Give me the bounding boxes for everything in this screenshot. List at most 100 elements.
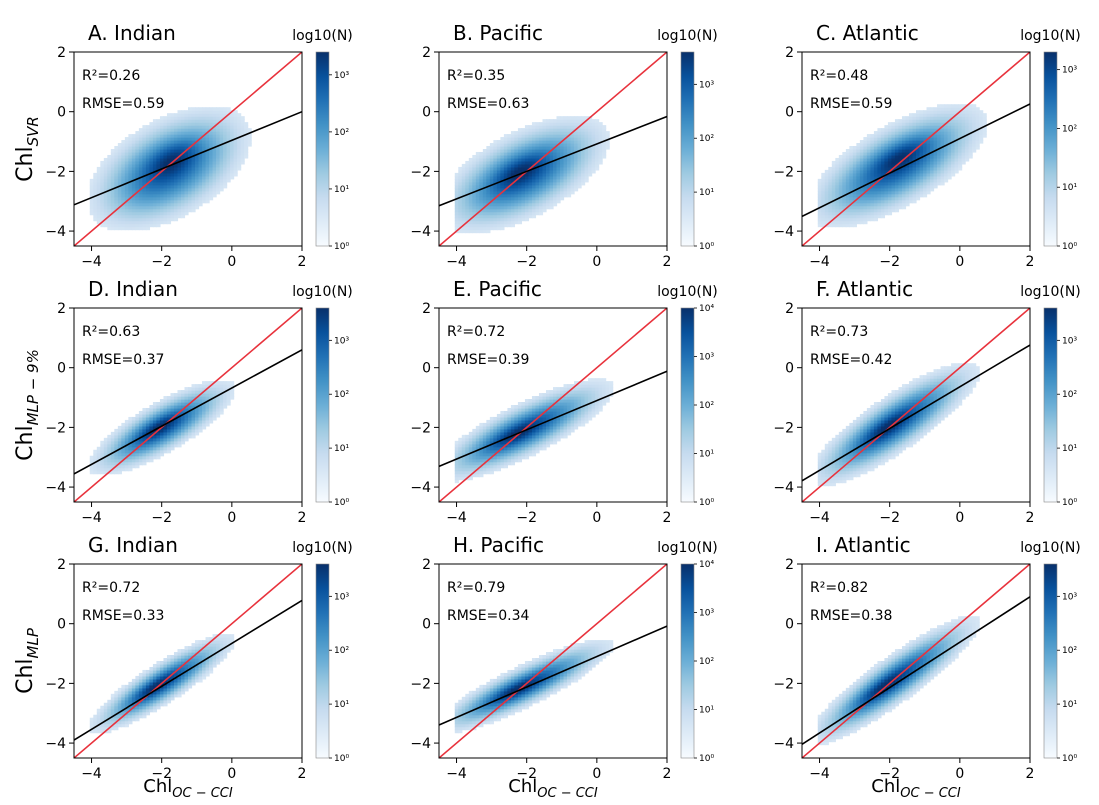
density-cell [503, 449, 508, 454]
density-cell [159, 151, 165, 156]
density-cell [891, 143, 896, 147]
density-cell [163, 407, 168, 412]
density-cell [191, 184, 196, 189]
density-cell [482, 181, 487, 186]
density-cell [152, 128, 158, 132]
density-cell [894, 205, 900, 210]
density-cell [517, 181, 523, 186]
density-cell [496, 196, 501, 201]
density-cell [824, 187, 829, 192]
density-cell [835, 187, 840, 192]
density-cell [549, 390, 554, 394]
density-cell [138, 160, 143, 165]
density-cell [163, 190, 168, 195]
density-cell [901, 149, 907, 153]
density-cell [524, 140, 530, 144]
density-cell [838, 166, 843, 171]
density-cell [517, 196, 523, 201]
density-cell [521, 413, 526, 418]
density-cell [472, 226, 477, 231]
density-cell [538, 146, 544, 150]
density-cell [110, 172, 115, 177]
density-cell [121, 425, 126, 430]
density-cell [905, 175, 910, 180]
density-cell [96, 446, 101, 451]
density-cell [845, 187, 850, 192]
density-cell [205, 413, 210, 418]
density-cell [556, 199, 561, 204]
density-cell [937, 178, 942, 183]
density-cell [114, 149, 119, 153]
density-cell [975, 140, 980, 144]
density-cell [919, 160, 924, 165]
density-cell [482, 199, 487, 204]
density-cell [570, 122, 575, 126]
density-cell [479, 196, 484, 201]
colorbar-title: log10(N) [1020, 28, 1081, 44]
density-cell [482, 434, 487, 439]
density-cell [870, 166, 875, 171]
density-cell [100, 199, 105, 204]
density-cell [128, 437, 133, 442]
density-cell [493, 202, 498, 207]
density-cell [482, 455, 487, 460]
density-cell [835, 190, 840, 195]
density-cell [503, 146, 508, 150]
density-cell [905, 193, 910, 198]
density-cell [821, 193, 826, 198]
density-cell [489, 149, 494, 153]
density-cell [493, 419, 498, 424]
density-cell [100, 205, 105, 210]
density-cell [944, 113, 949, 117]
density-cell [166, 160, 172, 165]
density-cell [202, 169, 207, 174]
x-tick-label: 2 [1026, 254, 1035, 270]
density-cell [110, 464, 115, 469]
density-cell [880, 143, 886, 147]
density-cell [135, 458, 140, 463]
density-cell [468, 449, 473, 454]
density-cell [500, 184, 505, 189]
density-cell [493, 464, 498, 469]
density-cell [205, 134, 210, 138]
density-cell [560, 196, 565, 201]
density-cell [233, 116, 238, 120]
density-cell [852, 178, 857, 183]
density-cell [828, 211, 833, 216]
density-cell [159, 214, 165, 219]
density-cell [493, 205, 498, 210]
density-cell [121, 220, 126, 225]
density-cell [188, 172, 193, 177]
density-cell [156, 455, 161, 460]
density-cell [135, 217, 140, 222]
density-cell [937, 151, 942, 156]
density-cell [944, 137, 949, 141]
density-cell [110, 151, 115, 156]
density-cell [131, 464, 136, 469]
density-cell [884, 199, 889, 204]
density-cell [458, 196, 463, 201]
density-cell [884, 149, 889, 153]
density-cell [510, 217, 516, 222]
density-cell [510, 184, 516, 189]
density-cell [209, 399, 214, 403]
density-cell [503, 181, 508, 186]
density-cell [230, 143, 235, 147]
density-cell [89, 211, 94, 216]
density-cell [180, 119, 186, 123]
density-cell [184, 431, 189, 436]
density-cell [486, 437, 491, 442]
density-cell [121, 452, 126, 457]
density-cell [524, 128, 530, 132]
density-cell [937, 116, 942, 120]
density-cell [486, 419, 491, 424]
density-cell [156, 220, 161, 225]
density-cell [493, 428, 498, 433]
density-cell [145, 446, 151, 451]
density-cell [135, 226, 140, 231]
density-cell [233, 119, 238, 123]
density-cell [588, 125, 593, 129]
density-cell [535, 205, 540, 210]
density-cell [598, 131, 603, 135]
